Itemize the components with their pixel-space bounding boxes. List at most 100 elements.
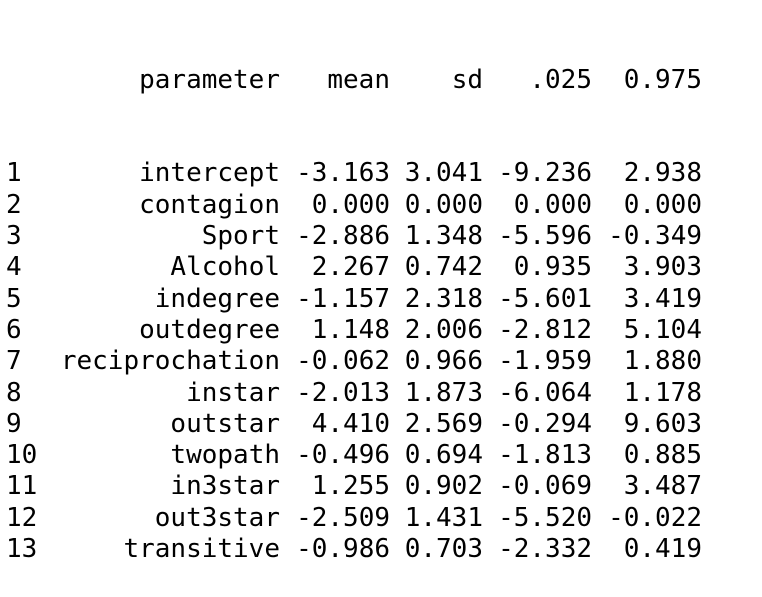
row-mean: -2.509	[296, 502, 390, 533]
header-mean: mean	[327, 64, 390, 95]
row-parameter: outdegree	[139, 314, 280, 345]
row-index: 12	[6, 502, 38, 533]
row-lower: -6.064	[498, 377, 592, 408]
row-parameter: reciprochation	[60, 346, 280, 377]
header-upper: 0.975	[623, 64, 702, 95]
row-mean: -0.496	[296, 440, 390, 471]
row-sd: 2.006	[404, 314, 483, 345]
row-mean: -2.886	[296, 221, 390, 252]
table-row: 4 Alcohol 2.267 0.742 0.935 3.903	[0, 252, 762, 283]
row-parameter: outstar	[170, 408, 280, 439]
row-sd: 0.000	[404, 189, 483, 220]
row-index: 4	[6, 252, 22, 283]
row-upper: 3.487	[623, 471, 702, 502]
table-row: 10 twopath -0.496 0.694 -1.813 0.885	[0, 440, 762, 471]
row-index: 10	[6, 440, 38, 471]
table-row: 7 reciprochation -0.062 0.966 -1.959 1.880	[0, 346, 762, 377]
table-row: 2 contagion 0.000 0.000 0.000 0.000	[0, 190, 762, 221]
row-mean: 1.148	[311, 314, 390, 345]
row-index: 11	[6, 471, 38, 502]
row-mean: -2.013	[296, 377, 390, 408]
row-parameter: transitive	[123, 534, 280, 565]
row-parameter: twopath	[170, 440, 280, 471]
row-index: 2	[6, 189, 22, 220]
row-index: 9	[6, 408, 22, 439]
row-index: 5	[6, 283, 22, 314]
header-index	[0, 65, 50, 96]
row-sd: 0.694	[404, 440, 483, 471]
row-sd: 1.873	[404, 377, 483, 408]
table-row: 12 out3star -2.509 1.431 -5.520 -0.022	[0, 503, 762, 534]
row-upper: 5.104	[623, 314, 702, 345]
row-parameter: contagion	[139, 189, 280, 220]
table-row: 8 instar -2.013 1.873 -6.064 1.178	[0, 378, 762, 409]
row-sd: 0.902	[404, 471, 483, 502]
row-mean: 2.267	[311, 252, 390, 283]
row-sd: 0.966	[404, 346, 483, 377]
row-parameter: in3star	[170, 471, 280, 502]
table-row: 13 transitive -0.986 0.703 -2.332 0.419	[0, 534, 762, 565]
console-output: parameter mean sd .025 0.975 1 intercept -…	[0, 65, 762, 564]
row-sd: 1.348	[404, 221, 483, 252]
row-mean: -1.157	[296, 283, 390, 314]
row-index: 1	[6, 158, 22, 189]
row-lower: -1.813	[498, 440, 592, 471]
row-parameter: Alcohol	[170, 252, 280, 283]
table-row: 11 in3star 1.255 0.902 -0.069 3.487	[0, 471, 762, 502]
row-lower: -5.601	[498, 283, 592, 314]
row-sd: 0.703	[404, 534, 483, 565]
row-lower: -2.332	[498, 534, 592, 565]
row-upper: 0.419	[623, 534, 702, 565]
row-parameter: Sport	[201, 221, 280, 252]
row-lower: -2.812	[498, 314, 592, 345]
table-row: 9 outstar 4.410 2.569 -0.294 9.603	[0, 409, 762, 440]
row-index: 3	[6, 221, 22, 252]
row-lower: 0.000	[513, 189, 592, 220]
row-upper: 3.419	[623, 283, 702, 314]
row-upper: -0.349	[608, 221, 702, 252]
row-mean: 0.000	[311, 189, 390, 220]
header-sd: sd	[451, 64, 483, 95]
header-parameter: parameter	[139, 64, 280, 95]
row-upper: 0.885	[623, 440, 702, 471]
row-sd: 1.431	[404, 502, 483, 533]
row-lower: -1.959	[498, 346, 592, 377]
row-mean: -0.986	[296, 534, 390, 565]
row-upper: 3.903	[623, 252, 702, 283]
row-upper: 1.178	[623, 377, 702, 408]
row-parameter: intercept	[139, 158, 280, 189]
row-upper: 1.880	[623, 346, 702, 377]
row-index: 6	[6, 314, 22, 345]
row-mean: -0.062	[296, 346, 390, 377]
row-mean: -3.163	[296, 158, 390, 189]
row-lower: 0.935	[513, 252, 592, 283]
table-body: 1 intercept -3.163 3.041 -9.236 2.938 2 contagi…	[0, 158, 762, 565]
row-sd: 3.041	[404, 158, 483, 189]
row-lower: -9.236	[498, 158, 592, 189]
table-row: 1 intercept -3.163 3.041 -9.236 2.938	[0, 158, 762, 189]
row-upper: 9.603	[623, 408, 702, 439]
row-sd: 2.569	[404, 408, 483, 439]
row-upper: 2.938	[623, 158, 702, 189]
row-upper: -0.022	[608, 502, 702, 533]
header-lower: .025	[529, 64, 592, 95]
row-parameter: instar	[186, 377, 280, 408]
row-index: 8	[6, 377, 22, 408]
row-lower: -5.520	[498, 502, 592, 533]
row-upper: 0.000	[623, 189, 702, 220]
row-lower: -0.069	[498, 471, 592, 502]
table-row: 5 indegree -1.157 2.318 -5.601 3.419	[0, 284, 762, 315]
table-row: 6 outdegree 1.148 2.006 -2.812 5.104	[0, 315, 762, 346]
row-parameter: indegree	[154, 283, 280, 314]
table-header-row: parameter mean sd .025 0.975	[0, 65, 762, 96]
row-lower: -0.294	[498, 408, 592, 439]
table-row: 3 Sport -2.886 1.348 -5.596 -0.349	[0, 221, 762, 252]
row-mean: 4.410	[311, 408, 390, 439]
row-sd: 0.742	[404, 252, 483, 283]
row-sd: 2.318	[404, 283, 483, 314]
row-mean: 1.255	[311, 471, 390, 502]
row-index: 7	[6, 346, 22, 377]
row-lower: -5.596	[498, 221, 592, 252]
row-parameter: out3star	[154, 502, 280, 533]
row-index: 13	[6, 534, 38, 565]
